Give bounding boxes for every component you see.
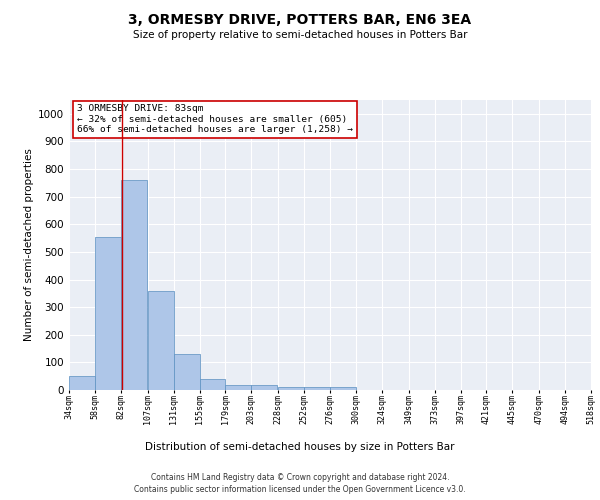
Text: Contains HM Land Registry data © Crown copyright and database right 2024.: Contains HM Land Registry data © Crown c…: [151, 472, 449, 482]
Bar: [330, 387, 356, 390]
Text: Distribution of semi-detached houses by size in Potters Bar: Distribution of semi-detached houses by …: [145, 442, 455, 452]
Text: 3, ORMESBY DRIVE, POTTERS BAR, EN6 3EA: 3, ORMESBY DRIVE, POTTERS BAR, EN6 3EA: [128, 12, 472, 26]
Bar: [200, 379, 226, 390]
Bar: [69, 376, 95, 390]
Bar: [278, 387, 304, 390]
Bar: [251, 385, 277, 390]
Bar: [121, 180, 146, 390]
Bar: [304, 387, 330, 390]
Y-axis label: Number of semi-detached properties: Number of semi-detached properties: [24, 148, 34, 342]
Bar: [226, 385, 251, 390]
Bar: [148, 291, 173, 390]
Text: Contains public sector information licensed under the Open Government Licence v3: Contains public sector information licen…: [134, 485, 466, 494]
Text: 3 ORMESBY DRIVE: 83sqm
← 32% of semi-detached houses are smaller (605)
66% of se: 3 ORMESBY DRIVE: 83sqm ← 32% of semi-det…: [77, 104, 353, 134]
Text: Size of property relative to semi-detached houses in Potters Bar: Size of property relative to semi-detach…: [133, 30, 467, 40]
Bar: [95, 238, 121, 390]
Bar: [173, 354, 200, 390]
